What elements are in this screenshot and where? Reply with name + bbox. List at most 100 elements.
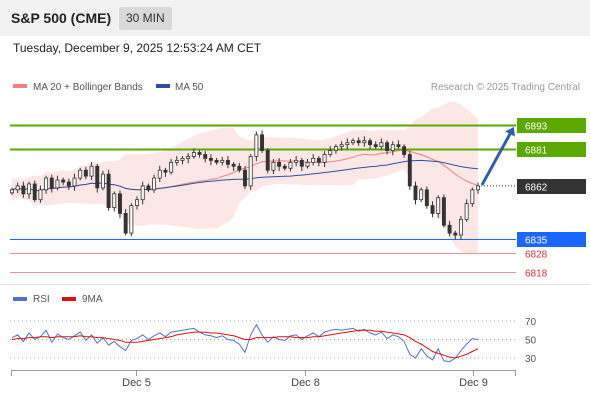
rsi-legend-swatch xyxy=(13,297,27,301)
candle-body xyxy=(15,185,20,191)
candle-body xyxy=(470,189,475,205)
x-tick-label: Dec 9 xyxy=(459,377,488,389)
candle-body xyxy=(152,177,157,191)
candle-body xyxy=(129,205,134,234)
candle xyxy=(100,170,105,191)
candle xyxy=(476,182,480,194)
trend-arrowhead xyxy=(505,127,515,137)
candle xyxy=(339,141,344,151)
candle xyxy=(453,230,458,239)
candle xyxy=(328,146,333,157)
candle xyxy=(135,196,139,210)
candle xyxy=(402,144,407,158)
level-badge: 6835 xyxy=(517,232,586,247)
candle xyxy=(214,158,219,165)
candle xyxy=(140,181,145,205)
candle xyxy=(15,182,20,194)
candle-body xyxy=(407,154,412,187)
candle-body xyxy=(351,140,355,144)
candle-body xyxy=(328,150,333,155)
rsi-line xyxy=(11,323,479,363)
candle-body xyxy=(339,144,344,148)
level-badge: 6893 xyxy=(517,118,586,133)
candle xyxy=(430,201,435,218)
candle xyxy=(220,157,225,166)
candle xyxy=(305,159,310,169)
candle xyxy=(157,165,162,182)
candle xyxy=(243,165,247,190)
level-label: 6881 xyxy=(525,146,548,157)
candle xyxy=(118,190,122,219)
candle xyxy=(345,138,350,150)
candle xyxy=(407,151,412,190)
timeframe-button[interactable]: 30 MIN xyxy=(119,7,172,30)
candle-body xyxy=(237,165,242,171)
candle xyxy=(203,151,208,163)
candle xyxy=(208,154,213,166)
level-label: 6818 xyxy=(525,269,548,280)
rsi-9ma-line xyxy=(11,329,479,359)
candle-body xyxy=(180,158,185,161)
candle xyxy=(441,194,446,228)
ma50-legend-swatch xyxy=(156,84,170,88)
ma9-legend-label: 9MA xyxy=(82,294,103,305)
candle-body xyxy=(163,169,168,173)
candle-body xyxy=(66,181,71,187)
candle xyxy=(163,167,168,177)
candle-body xyxy=(44,177,49,191)
candle-body xyxy=(419,189,424,201)
candle-body xyxy=(447,224,452,234)
candle-body xyxy=(10,189,14,194)
candle-body xyxy=(174,159,179,163)
candle-body xyxy=(197,152,202,155)
candle xyxy=(49,174,54,193)
ma50-legend-label: MA 50 xyxy=(175,82,204,93)
candle-body xyxy=(441,197,446,226)
candle-body xyxy=(379,142,384,148)
candle xyxy=(436,195,441,219)
candle xyxy=(174,156,179,166)
candle-body xyxy=(362,140,367,144)
candle-body xyxy=(385,142,390,151)
candle xyxy=(169,159,174,175)
candle-body xyxy=(157,169,162,179)
candle xyxy=(231,161,236,171)
research-credit: Research © 2025 Trading Central xyxy=(431,82,580,93)
candle-body xyxy=(453,232,458,236)
candle xyxy=(277,158,282,171)
candle xyxy=(379,138,384,150)
candle xyxy=(299,158,304,171)
candle-body xyxy=(203,154,208,159)
candle-body xyxy=(186,156,191,159)
candle xyxy=(186,153,191,164)
candle xyxy=(294,156,299,167)
candle-body xyxy=(118,193,122,214)
ma20-legend-swatch xyxy=(13,84,27,88)
candle-body xyxy=(476,185,480,191)
candle xyxy=(351,138,355,146)
candle xyxy=(89,161,94,181)
candle-body xyxy=(191,152,196,157)
level-badge-bg xyxy=(517,179,586,194)
level-label: 6835 xyxy=(525,236,548,247)
candle-body xyxy=(78,169,83,179)
candle-body xyxy=(231,163,236,167)
candle xyxy=(316,156,321,167)
level-badge-bg xyxy=(517,118,586,133)
candle-body xyxy=(55,179,60,189)
candle xyxy=(322,151,327,168)
candle xyxy=(152,174,157,194)
candle-body xyxy=(95,165,100,189)
candle xyxy=(129,203,134,237)
candle xyxy=(385,140,390,155)
candle xyxy=(10,187,14,196)
candle xyxy=(368,138,372,150)
candle xyxy=(61,177,66,186)
candle xyxy=(83,166,88,180)
candle-body xyxy=(72,177,77,187)
level-label: 6893 xyxy=(525,122,548,133)
candle xyxy=(180,156,185,165)
level-badge-bg xyxy=(517,142,586,157)
candle xyxy=(106,169,111,211)
